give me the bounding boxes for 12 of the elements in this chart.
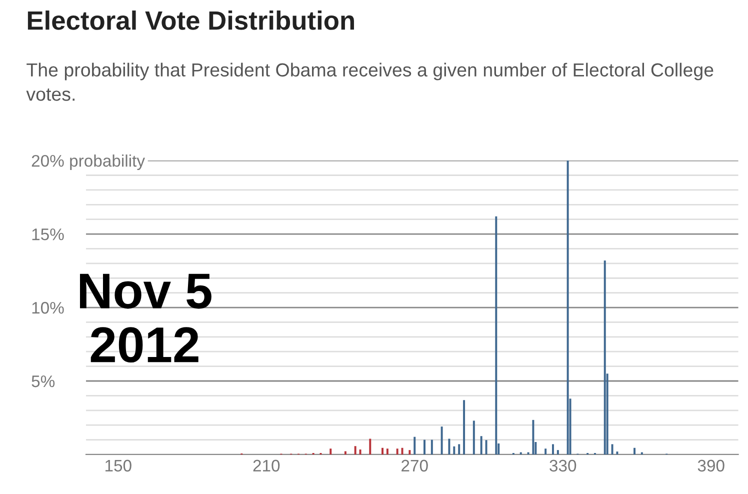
x-tick-label: 330 [550,460,576,472]
y-tick-label: 20% probability [32,154,145,170]
y-tick-label: 10% [32,302,64,314]
x-tick-label: 150 [106,460,132,472]
x-tick-label: 270 [402,460,428,472]
chart-subtitle: The probability that President Obama receives a given number of Electoral College votes. [26,62,714,101]
x-tick-label: 210 [253,460,280,472]
y-tick-label: 5% [32,375,55,388]
chart-title: Electoral Vote Distribution [28,10,354,30]
x-tick-label: 390 [698,460,724,472]
annotation: Nov 5 2012 [80,274,212,363]
y-tick-label: 15% [32,228,64,240]
